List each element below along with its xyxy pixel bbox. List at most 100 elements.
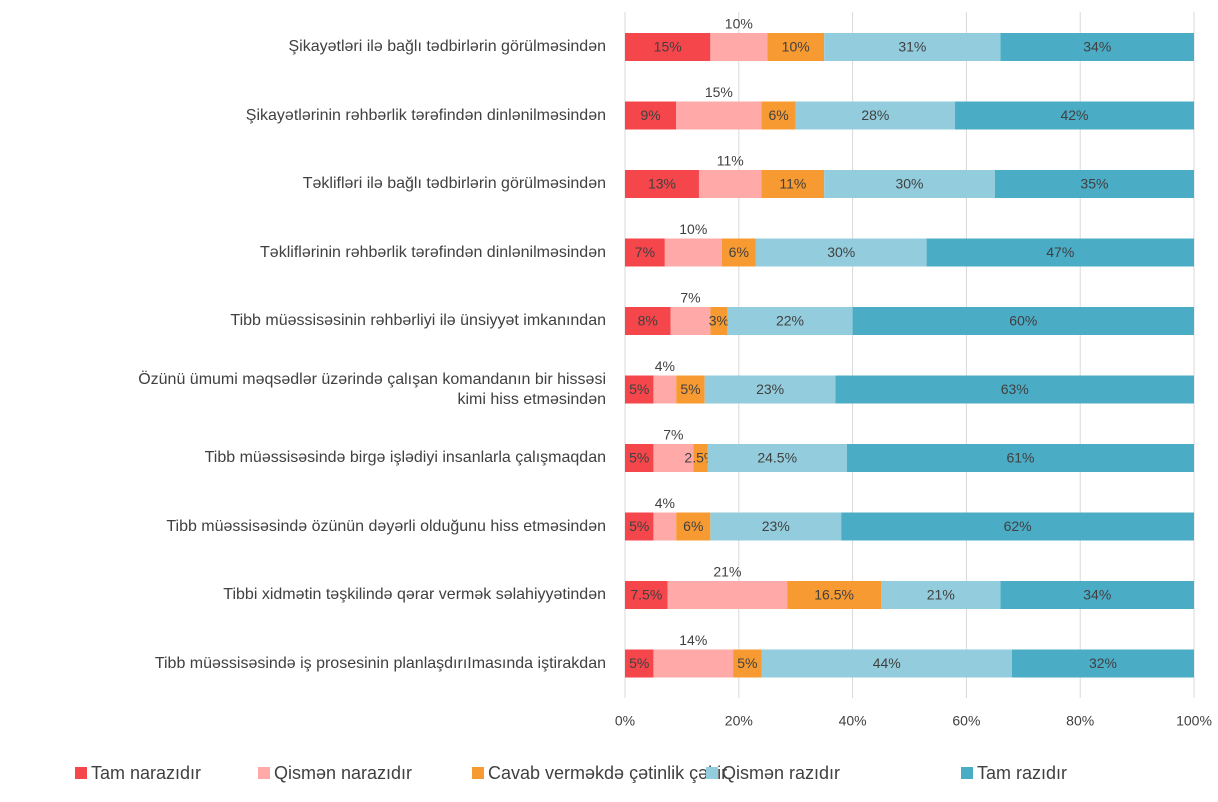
data-label: 23% <box>762 518 790 534</box>
bar-segment <box>667 581 788 609</box>
data-label: 5% <box>629 655 649 671</box>
data-label: 6% <box>729 244 749 260</box>
data-label: 34% <box>1083 587 1111 603</box>
data-label: 47% <box>1046 244 1074 260</box>
bar-segment <box>767 33 825 61</box>
data-label: 3% <box>709 313 729 329</box>
bar-segment <box>1000 33 1194 61</box>
data-label: 11% <box>779 176 806 192</box>
bar-segment <box>653 512 677 541</box>
legend-label: Qismən razıdır <box>722 763 840 783</box>
data-label: 7.5% <box>630 587 662 603</box>
bar-segment <box>653 375 677 404</box>
data-label: 10% <box>725 16 753 32</box>
bar-segment <box>795 101 956 130</box>
data-label: 5% <box>680 381 700 397</box>
bar-segment <box>710 512 842 541</box>
bar-segment <box>698 170 762 198</box>
x-tick-label: 0% <box>615 713 635 729</box>
data-label: 21% <box>927 587 955 603</box>
data-label: 10% <box>679 221 707 237</box>
category-label: Təkliflərinin rəhbərlik tərəfindən dinlə… <box>260 243 606 261</box>
bar-segment <box>1011 649 1194 678</box>
bar-segment <box>846 444 1194 472</box>
legend-label: Cavab verməkdə çətinlik çəkir <box>488 763 727 783</box>
legend-label: Tam narazıdır <box>91 763 201 783</box>
data-label: 61% <box>1006 450 1034 466</box>
bar-segment <box>955 101 1194 130</box>
bar-segment <box>625 512 654 541</box>
data-label: 10% <box>782 39 810 55</box>
data-label: 13% <box>648 176 676 192</box>
bar-segment <box>625 649 654 678</box>
bar-segment <box>664 238 722 267</box>
bar-segment <box>835 375 1194 404</box>
data-label: 32% <box>1089 655 1117 671</box>
data-label: 30% <box>895 176 923 192</box>
data-label: 35% <box>1080 176 1108 192</box>
data-label: 5% <box>629 450 649 466</box>
data-label: 5% <box>737 655 757 671</box>
bar-segment <box>841 512 1194 541</box>
bar-segment <box>625 375 654 404</box>
data-label: 21% <box>713 564 741 580</box>
bar-segment <box>824 170 995 198</box>
bar-segment <box>625 170 699 198</box>
data-label: 6% <box>769 107 789 123</box>
data-label: 30% <box>827 244 855 260</box>
bar-segment <box>625 444 654 472</box>
data-label: 7% <box>663 427 683 443</box>
category-label: Tibb müəssisəsində iş prosesinin planlaş… <box>154 654 606 672</box>
bar-segment <box>653 649 734 678</box>
category-label: Özünü ümumi məqsədlər üzərində çalışan k… <box>138 370 606 408</box>
x-tick-label: 40% <box>839 713 867 729</box>
bar-segment <box>676 375 705 404</box>
data-label: 14% <box>679 632 707 648</box>
bar-segment <box>707 444 847 472</box>
bar-segment <box>994 170 1194 198</box>
data-label: 7% <box>680 290 700 306</box>
bar-segment <box>676 512 711 541</box>
data-label: 7% <box>635 244 655 260</box>
category-label: Tibb müəssisəsində birgə işlədiyi insanl… <box>204 449 606 466</box>
data-label: 9% <box>640 107 660 123</box>
x-tick-label: 80% <box>1066 713 1094 729</box>
bar-segment <box>926 238 1194 267</box>
bar-segment <box>653 444 694 472</box>
bar-segment <box>625 101 677 130</box>
data-label: 42% <box>1060 107 1088 123</box>
bar-segment <box>727 307 853 335</box>
bar-segment <box>761 649 1012 678</box>
data-label: 5% <box>629 518 649 534</box>
data-label: 5% <box>629 381 649 397</box>
category-label: Tibb müəssisəsinin rəhbərliyi ilə ünsiyy… <box>230 312 606 329</box>
legend-label: Qismən narazıdır <box>274 763 412 783</box>
bar-segment <box>625 33 711 61</box>
legend-label: Tam razıdır <box>977 763 1067 783</box>
data-label: 4% <box>655 358 675 374</box>
bar-segment <box>824 33 1001 61</box>
bar-segment <box>625 307 671 335</box>
category-label: Tibb müəssisəsində özünün dəyərli olduğu… <box>166 517 606 535</box>
legend-swatch <box>961 767 973 779</box>
legend-swatch <box>75 767 87 779</box>
x-tick-label: 60% <box>952 713 980 729</box>
data-label: 15% <box>654 39 682 55</box>
bar-segment <box>693 444 708 472</box>
data-label: 34% <box>1083 39 1111 55</box>
category-label: Təklifləri ilə bağlı tədbirlərin görülmə… <box>302 175 606 192</box>
bar-segment <box>852 307 1194 335</box>
category-label: Şikayətlərinin rəhbərlik tərəfindən dinl… <box>245 106 606 124</box>
data-label: 62% <box>1004 518 1032 534</box>
bar-segment <box>710 307 728 335</box>
bar-segment <box>625 238 665 267</box>
bar-segment <box>670 307 711 335</box>
bar-segment <box>721 238 756 267</box>
bar-segment <box>755 238 927 267</box>
bar-segment <box>761 170 825 198</box>
data-label: 28% <box>861 107 889 123</box>
data-label: 15% <box>705 84 733 100</box>
bar-segment <box>881 581 1001 609</box>
legend-swatch <box>706 767 718 779</box>
